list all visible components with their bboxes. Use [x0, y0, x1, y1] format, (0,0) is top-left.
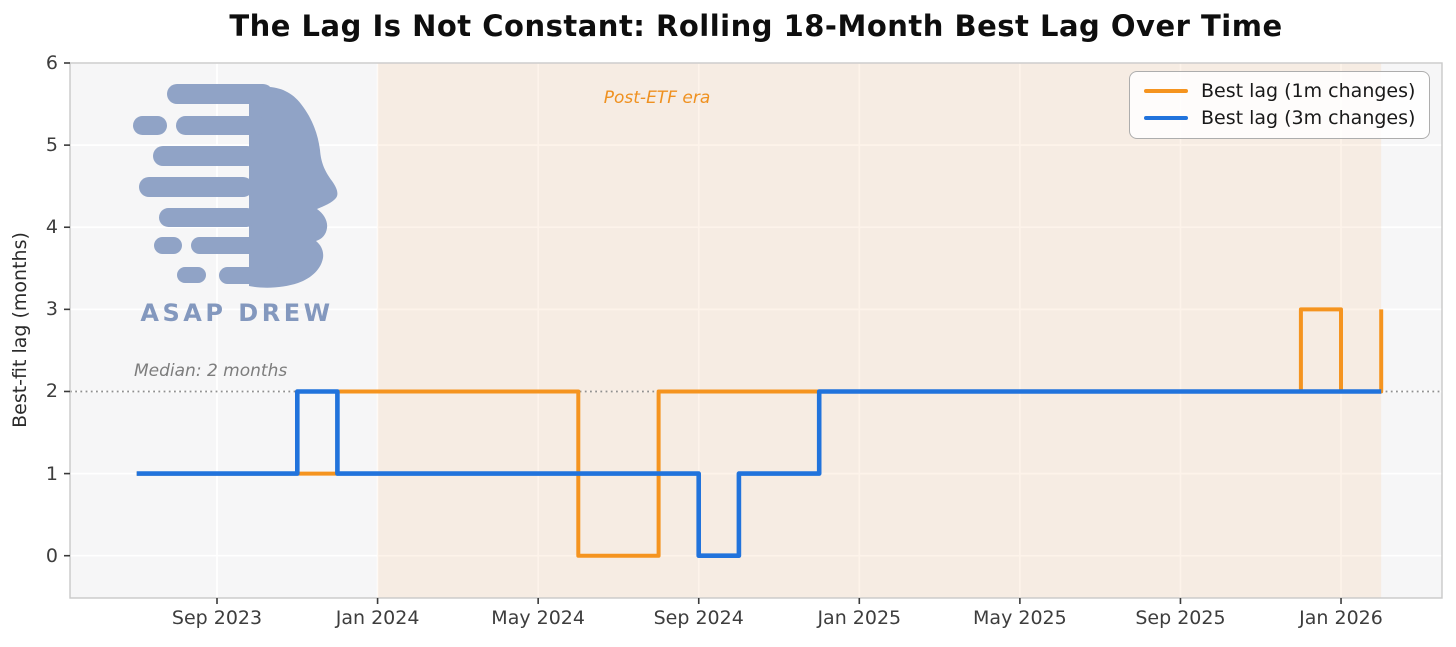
- post-etf-region: [377, 63, 1382, 598]
- legend: Best lag (1m changes) Best lag (3m change…: [1129, 71, 1431, 139]
- axes-border: [69, 62, 1443, 599]
- x-tick-label: Sep 2024: [653, 607, 744, 629]
- y-tick-label: 6: [45, 52, 58, 74]
- y-tick-label: 4: [45, 216, 58, 239]
- legend-label: Best lag (3m changes): [1201, 107, 1416, 129]
- x-tick-label: Jan 2025: [817, 607, 902, 629]
- x-tick-label: May 2025: [973, 607, 1067, 629]
- y-tick-label: 1: [45, 462, 58, 485]
- legend-swatch-line: [1144, 115, 1188, 121]
- legend-label: Best lag (1m changes): [1201, 80, 1416, 102]
- x-tick-label: Sep 2025: [1135, 607, 1226, 629]
- x-tick-label: Sep 2023: [171, 607, 263, 629]
- y-tick-label: 5: [45, 134, 58, 157]
- x-tick-label: May 2024: [491, 607, 585, 629]
- post-etf-era-annotation: Post-ETF era: [603, 88, 711, 108]
- median-annotation: Median: 2 months: [134, 361, 288, 381]
- y-tick-label: 2: [45, 380, 58, 403]
- face-profile-icon: [133, 84, 338, 288]
- series-line-3m-changes: [136, 389, 1382, 558]
- legend-item: Best lag (3m changes): [1144, 107, 1415, 129]
- x-tick-label: Jan 2026: [1299, 607, 1383, 629]
- logo-text: ASAP DREW: [140, 299, 334, 327]
- y-tick-label: 0: [45, 544, 58, 567]
- chart-title: The Lag Is Not Constant: Rolling 18-Mont…: [229, 9, 1283, 43]
- y-tick-label: 3: [45, 298, 58, 321]
- legend-swatch-line: [1144, 88, 1188, 94]
- legend-item: Best lag (1m changes): [1144, 80, 1415, 102]
- face-silhouette: [249, 86, 338, 288]
- asap-drew-logo: ASAP DREW: [131, 84, 343, 327]
- x-tick-label: Jan 2024: [335, 607, 420, 629]
